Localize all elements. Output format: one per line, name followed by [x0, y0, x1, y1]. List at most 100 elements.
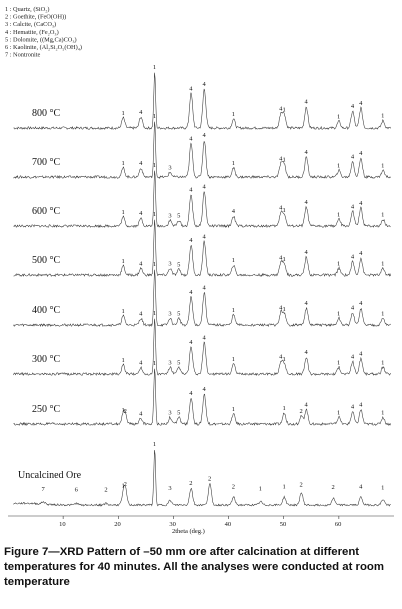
peak-label: 4 [139, 410, 143, 417]
peak-label: 1 [381, 485, 384, 492]
peak-label: 1 [282, 356, 285, 363]
series-line-1 [13, 121, 391, 180]
peak-label: 2 [332, 484, 335, 491]
series-name-label: 700 °C [32, 157, 60, 168]
peak-label: 2 [104, 486, 107, 493]
series-line-0 [13, 72, 391, 130]
legend-entry-3: 3 : Calcite, (CaCO₃) [5, 21, 56, 28]
peak-label: 1 [121, 483, 124, 490]
x-axis-title: 2theta (deg.) [172, 528, 205, 535]
x-tick-label: 20 [114, 521, 121, 528]
peak-label: 1 [282, 405, 285, 412]
peak-label: 1 [337, 211, 340, 218]
peak-label: 2 [208, 476, 211, 483]
peak-label: 1 [381, 260, 384, 267]
peak-label: 4 [305, 149, 309, 156]
peak-label: 1 [232, 257, 235, 264]
peak-label: 1 [381, 162, 384, 169]
legend-entry-7: 7 : Nontronite [5, 52, 41, 59]
xrd-chart: 1 : Quartz, (SiO₂)2 : Goethite, (FeO(OH)… [5, 6, 394, 535]
peak-label: 4 [139, 210, 143, 217]
peak-label: 1 [381, 310, 384, 317]
peak-label: 1 [381, 211, 384, 218]
x-axis: 10 20 30 40 50 60 2theta (deg.) [8, 515, 394, 535]
figure-caption: Figure 7—XRD Pattern of –50 mm ore after… [4, 546, 385, 588]
peak-label: 4 [203, 285, 207, 292]
peak-label: 2 [300, 482, 303, 489]
peak-label: 4 [139, 109, 143, 116]
peak-label: 1 [153, 310, 156, 317]
peak-label: 1 [232, 356, 235, 363]
peak-label: 4 [279, 305, 283, 312]
peak-label: 1 [153, 113, 156, 120]
series-line-4 [13, 269, 391, 328]
peak-label: 5 [177, 359, 180, 366]
peak-label: 4 [203, 335, 207, 342]
peak-label: 4 [351, 404, 355, 411]
peak-label: 1 [381, 359, 384, 366]
peak-label: 4 [189, 187, 193, 194]
peak-label: 1 [337, 260, 340, 267]
peak-label: 4 [203, 183, 207, 190]
peak-label: 4 [189, 85, 193, 92]
peak-label: 1 [282, 484, 285, 491]
legend-entry-2: 2 : Goethite, (FeO(OH)) [5, 14, 66, 21]
peak-label: 5 [177, 310, 180, 317]
peak-label: 4 [351, 305, 355, 312]
peak-label: 2 [300, 408, 303, 415]
series-name-label: 400 °C [32, 305, 60, 316]
peak-label: 1 [121, 258, 124, 265]
x-tick-label: 30 [169, 521, 176, 528]
series-line-6 [13, 368, 391, 427]
peak-label: 1 [153, 211, 156, 218]
peak-label: 1 [153, 162, 156, 169]
peak-label: 7 [41, 486, 45, 493]
series-name-label: 500 °C [32, 255, 60, 266]
peak-label: 1 [153, 261, 156, 268]
peak-label: 3 [168, 409, 171, 416]
peak-label: 4 [305, 199, 309, 206]
peak-label: 5 [177, 261, 180, 268]
peak-label: 4 [305, 401, 309, 408]
peak-label: 4 [189, 135, 193, 142]
peak-label: 4 [279, 354, 283, 361]
series-name-label: 250 °C [32, 404, 60, 415]
peak-label: 4 [359, 150, 363, 157]
peak-label: 1 [282, 306, 285, 313]
legend-entry-1: 1 : Quartz, (SiO₂) [5, 6, 50, 13]
peak-label: 4 [279, 205, 283, 212]
series-name-label: 600 °C [32, 206, 60, 217]
peak-label: 3 [168, 359, 171, 366]
peak-label: 4 [305, 349, 309, 356]
chart-legend: 1 : Quartz, (SiO₂)2 : Goethite, (FeO(OH)… [5, 6, 82, 59]
legend-entry-5: 5 : Dolomite, ((Mg,Ca)CO₃) [5, 36, 77, 43]
peak-label: 4 [203, 386, 207, 393]
x-tick-label: 50 [280, 521, 287, 528]
series-name-label: 300 °C [32, 354, 60, 365]
series-line-2 [13, 170, 391, 229]
peak-label: 3 [168, 485, 171, 492]
peak-label: 4 [279, 105, 283, 112]
peak-label: 4 [359, 401, 363, 408]
peak-label: 4 [305, 99, 309, 106]
x-tick-label: 10 [59, 521, 65, 528]
legend-entry-4: 4 : Hematite, (Fe₂O₃) [5, 29, 59, 36]
peak-label: 2 [232, 484, 235, 491]
peak-label: 4 [351, 103, 355, 110]
peak-label: 1 [337, 310, 340, 317]
peak-label: 2 [124, 481, 127, 488]
peak-label: 1 [121, 357, 124, 364]
peak-label: 4 [139, 310, 143, 317]
peak-label: 4 [189, 237, 193, 244]
peak-label: 4 [139, 260, 143, 267]
peak-label: 4 [189, 390, 193, 397]
peak-label: 1 [232, 307, 235, 314]
peak-label: 1 [121, 407, 124, 414]
peak-label: 3 [168, 310, 171, 317]
